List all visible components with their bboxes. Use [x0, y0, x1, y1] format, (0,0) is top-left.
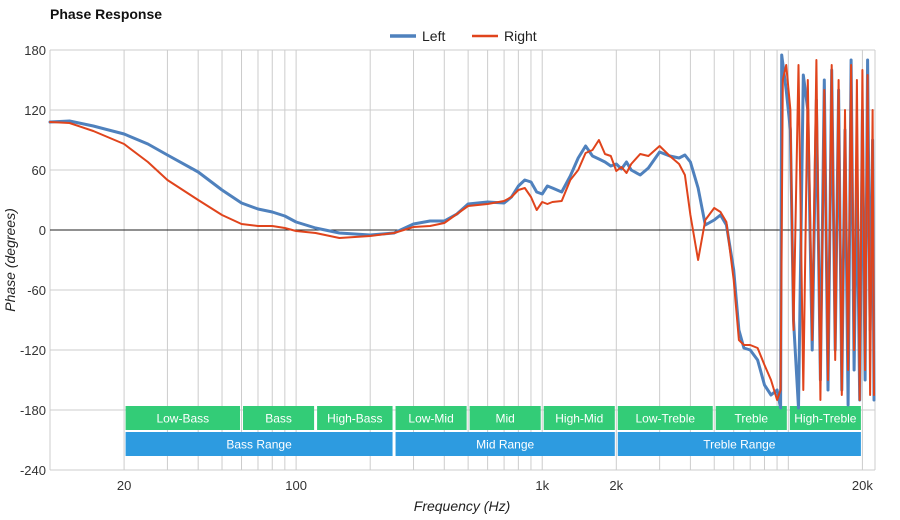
band-low-treble: Low-Treble	[617, 406, 713, 430]
legend-label: Right	[504, 28, 537, 44]
band-treble-range: Treble Range	[617, 432, 861, 456]
frequency-bands: Low-Bass Bass High-Bass Low-Mid Mid High-Mid L…	[125, 406, 861, 456]
band-bass-range: Bass Range	[125, 432, 393, 456]
x-tick-label: 20	[117, 478, 131, 493]
y-tick-label: -60	[27, 283, 46, 298]
band-rect	[125, 432, 393, 456]
x-tick-label: 20k	[852, 478, 873, 493]
band-label: Low-Treble	[635, 412, 695, 426]
legend-label: Left	[422, 28, 445, 44]
y-tick-label: 180	[24, 43, 46, 58]
band-rect	[317, 406, 393, 430]
band-label: High-Treble	[794, 412, 857, 426]
chart-title: Phase Response	[50, 6, 162, 22]
band-high-mid: High-Mid	[543, 406, 615, 430]
x-axis-ticks: 20 100 1k 2k 20k	[117, 478, 874, 493]
y-axis-ticks: 180 120 60 0 -60 -120 -180 -240	[20, 43, 46, 478]
band-rect	[395, 432, 615, 456]
band-label: Bass Range	[226, 438, 292, 452]
x-tick-label: 100	[285, 478, 307, 493]
band-mid: Mid	[469, 406, 541, 430]
series-lines	[48, 53, 876, 410]
band-label: Treble Range	[703, 438, 776, 452]
band-treble: Treble	[715, 406, 787, 430]
band-label: Mid	[496, 412, 515, 426]
band-rect	[617, 406, 713, 430]
band-high-treble: High-Treble	[789, 406, 861, 430]
band-rect	[243, 406, 315, 430]
band-label: High-Mid	[555, 412, 603, 426]
y-tick-label: 120	[24, 103, 46, 118]
band-bass: Bass	[243, 406, 315, 430]
legend: Left Right	[390, 28, 537, 44]
x-tick-label: 1k	[535, 478, 549, 493]
band-high-bass: High-Bass	[317, 406, 393, 430]
band-rect	[715, 406, 787, 430]
legend-item-left: Left	[390, 28, 445, 44]
y-tick-label: -120	[20, 343, 46, 358]
y-tick-label: -240	[20, 463, 46, 478]
band-rect	[789, 406, 861, 430]
band-low-bass: Low-Bass	[125, 406, 241, 430]
band-label: High-Bass	[327, 412, 382, 426]
band-rect	[395, 406, 467, 430]
y-tick-label: -180	[20, 403, 46, 418]
band-rect	[125, 406, 241, 430]
y-tick-label: 0	[39, 223, 46, 238]
band-label: Low-Bass	[156, 412, 209, 426]
band-label: Bass	[265, 412, 292, 426]
band-label: Treble	[734, 412, 768, 426]
band-rect	[543, 406, 615, 430]
x-axis-label: Frequency (Hz)	[414, 498, 510, 514]
band-label: Mid Range	[476, 438, 534, 452]
band-mid-range: Mid Range	[395, 432, 615, 456]
y-axis-label: Phase (degrees)	[2, 208, 18, 312]
band-low-mid: Low-Mid	[395, 406, 467, 430]
band-rect	[469, 406, 541, 430]
series-line-right	[49, 59, 875, 401]
x-tick-label: 2k	[609, 478, 623, 493]
band-label: Low-Mid	[408, 412, 453, 426]
legend-item-right: Right	[472, 28, 537, 44]
band-rect	[617, 432, 861, 456]
y-tick-label: 60	[32, 163, 46, 178]
